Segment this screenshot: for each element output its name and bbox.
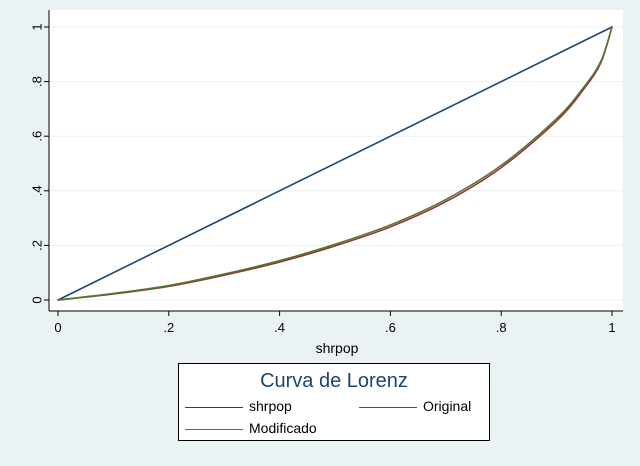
y-tick-label-1: .2: [30, 240, 45, 251]
series-line-shrpop: [57, 26, 613, 301]
legend: Curva de Lorenz shrpop Original Modifica…: [178, 363, 490, 441]
y-tick-label-0: 0: [30, 296, 45, 303]
legend-item-shrpop: shrpop: [185, 398, 325, 414]
legend-label-modificado: Modificado: [249, 420, 317, 436]
y-tick-label-5: 1: [30, 23, 45, 30]
legend-swatch-shrpop: [185, 407, 243, 408]
legend-swatch-modificado: [185, 429, 243, 430]
legend-label-shrpop: shrpop: [249, 398, 292, 414]
x-axis-title: shrpop: [316, 340, 359, 356]
legend-label-original: Original: [423, 398, 472, 414]
series-line-original: [57, 26, 613, 301]
legend-item-modificado: Modificado: [185, 420, 345, 436]
x-tick-label-2: .4: [274, 320, 285, 335]
legend-item-original: Original: [359, 398, 489, 414]
plot-area: [49, 10, 623, 311]
x-tick-label-0: 0: [54, 320, 61, 335]
series-line-modificado: [57, 26, 613, 301]
series-lines: [57, 26, 613, 301]
y-tick-label-2: .4: [30, 185, 45, 196]
legend-swatch-original: [359, 407, 417, 408]
y-tick-label-3: .6: [30, 131, 45, 142]
axes: 0 .2 .4 .6 .8 1 0 .2 .4 .6 .8 1: [30, 10, 623, 335]
x-tick-label-3: .6: [385, 320, 396, 335]
x-tick-label-4: .8: [496, 320, 507, 335]
y-tick-label-4: .8: [30, 76, 45, 87]
x-tick-label-5: 1: [608, 320, 615, 335]
x-tick-label-1: .2: [163, 320, 174, 335]
legend-title: Curva de Lorenz: [260, 370, 408, 392]
